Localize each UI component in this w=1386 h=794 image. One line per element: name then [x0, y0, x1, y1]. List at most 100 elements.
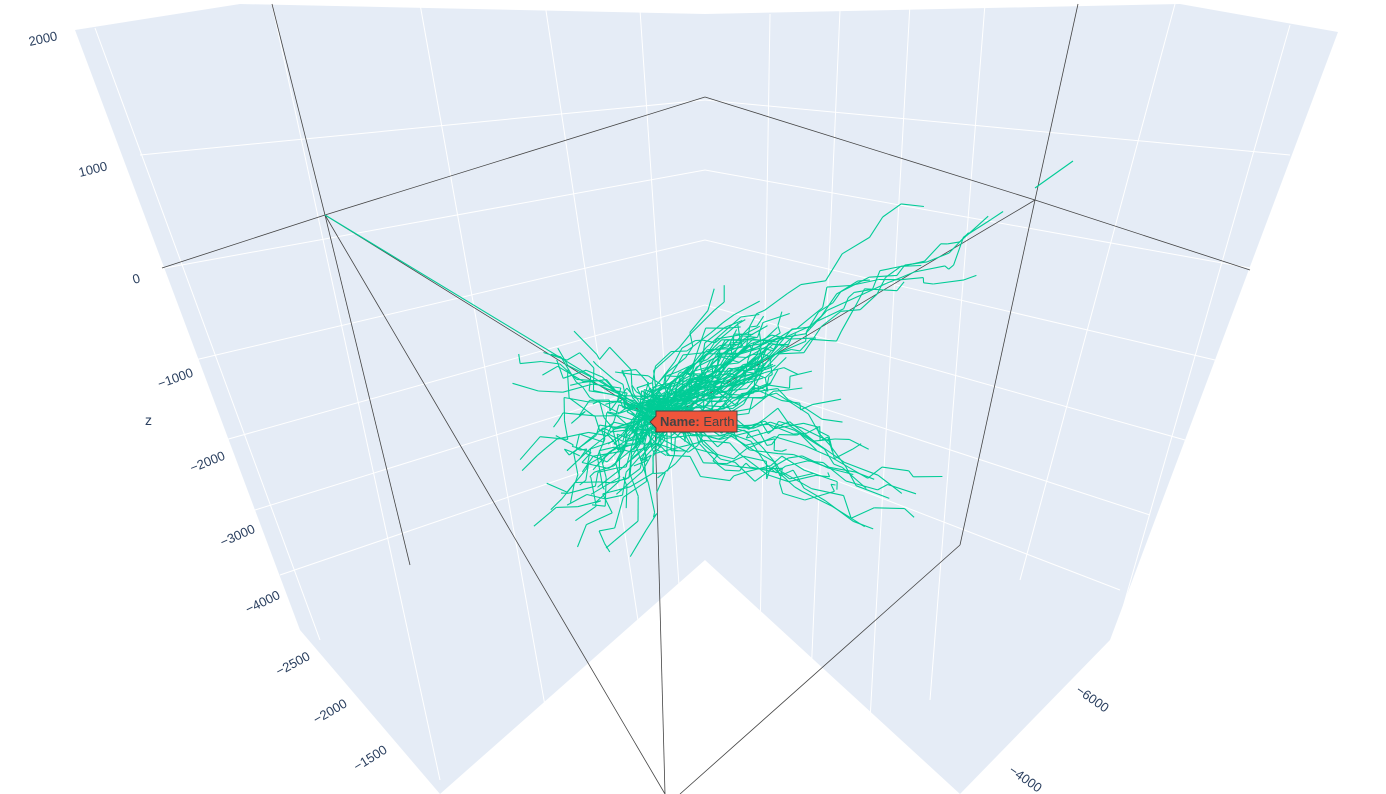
network-edge — [647, 483, 656, 513]
network-edge — [614, 421, 638, 429]
grid-line — [929, 3, 986, 701]
network-edge — [699, 327, 707, 345]
network-edge — [631, 385, 634, 394]
x-tick: −1500 — [351, 742, 390, 774]
network-edge — [923, 282, 934, 285]
network-edge — [652, 438, 666, 457]
network-edge — [854, 288, 873, 293]
network-edge — [602, 493, 613, 514]
network-edge — [781, 448, 787, 452]
grid-line — [94, 27, 321, 641]
network-edge — [744, 429, 763, 448]
network-edge — [649, 431, 653, 445]
network-edge — [855, 288, 866, 306]
network-edge — [904, 508, 915, 518]
network-edge — [689, 332, 694, 347]
network-edge — [686, 385, 702, 396]
network-edge — [777, 311, 783, 326]
network-edge — [699, 362, 703, 376]
network-edge — [642, 429, 649, 439]
hover-box — [649, 410, 738, 433]
network-edge — [542, 365, 558, 376]
network-edge — [685, 346, 694, 358]
network-edge — [746, 375, 759, 389]
network-edge — [779, 469, 794, 477]
network-edge — [681, 372, 715, 388]
network-edge — [782, 492, 805, 501]
network-edge — [822, 286, 828, 308]
network-edge — [729, 340, 745, 349]
network-edge — [990, 211, 1004, 221]
network-edge — [596, 354, 600, 360]
network-edge — [703, 360, 711, 373]
network-edge — [944, 265, 950, 270]
network-edge — [760, 360, 769, 367]
network-edge — [638, 427, 643, 444]
network-edge — [563, 369, 587, 379]
network-edge — [799, 338, 812, 352]
frame-line — [161, 214, 326, 269]
network-edge — [594, 415, 601, 432]
network-edge — [573, 330, 598, 355]
network-edge — [720, 458, 736, 463]
network-edge — [764, 367, 785, 374]
network-edge — [684, 433, 687, 442]
network-edge — [712, 460, 726, 471]
network-edge — [718, 434, 730, 440]
network-edge — [700, 339, 722, 362]
network-edge — [963, 274, 977, 281]
network-edge — [520, 360, 542, 365]
network-edge — [667, 366, 690, 389]
network-edge — [896, 264, 906, 276]
network-edge — [947, 241, 960, 245]
network-edge — [836, 330, 843, 342]
network-edge — [729, 475, 735, 481]
network-edge — [598, 400, 605, 418]
network-edge — [576, 524, 587, 548]
network-edge — [649, 387, 658, 403]
network-edge — [832, 291, 842, 304]
network-edge — [775, 392, 809, 415]
network-edge — [575, 433, 580, 449]
network-edge — [575, 447, 581, 451]
network-edge — [700, 475, 730, 482]
network-edge — [789, 337, 817, 340]
network-edge — [751, 364, 761, 378]
network-edge — [752, 338, 777, 343]
network-edge — [706, 384, 714, 394]
network-edge — [541, 360, 561, 365]
network-edge — [663, 376, 666, 385]
network-edge — [521, 454, 538, 471]
network-edge — [668, 391, 679, 394]
network-edge — [699, 439, 705, 443]
network-edge — [706, 353, 735, 355]
network-edge — [825, 466, 856, 473]
network-edge — [625, 457, 640, 473]
network-edge — [726, 455, 745, 465]
network-edge — [677, 382, 706, 400]
network-edge — [764, 384, 790, 389]
grid-line — [1114, 24, 1291, 636]
network-edge — [900, 277, 924, 281]
network-edge — [732, 396, 749, 410]
network-edge — [738, 319, 746, 325]
z-tick: 2000 — [27, 28, 58, 49]
network-edge — [840, 280, 858, 292]
network-edge — [701, 342, 706, 358]
network-edge — [745, 436, 775, 450]
network-edge — [574, 474, 579, 483]
network-edge — [585, 452, 608, 463]
grid-lines — [94, 3, 1291, 791]
network-edge — [855, 485, 890, 499]
frame-line — [324, 214, 666, 794]
network-edge — [609, 393, 636, 402]
network-edge — [581, 455, 594, 473]
network-edge — [570, 410, 586, 424]
network-edge — [579, 352, 595, 369]
network-edge — [664, 386, 677, 394]
network-edge — [724, 319, 743, 328]
network-edge — [816, 308, 844, 322]
network-edge — [772, 339, 780, 351]
network-edge — [578, 399, 591, 416]
